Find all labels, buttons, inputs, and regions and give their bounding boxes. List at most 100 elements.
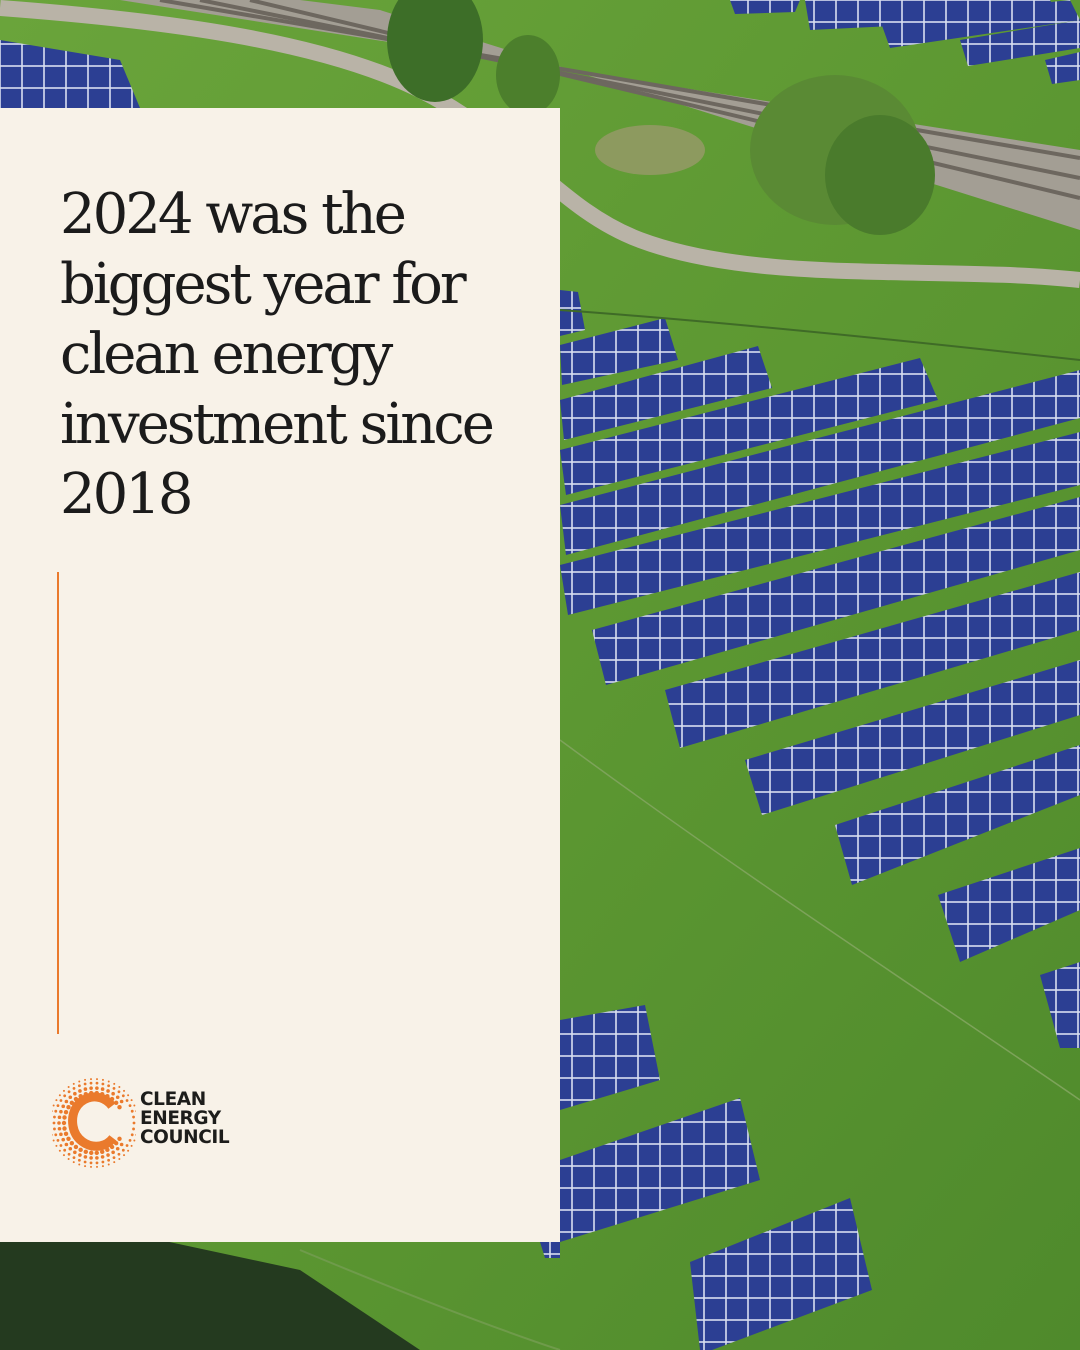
sunburst-dot [67,1086,70,1089]
sunburst-dot [113,1100,119,1105]
sunburst-dot [117,1136,122,1141]
sunburst-dot [72,1086,76,1090]
logo-line-clean: CLEAN [140,1089,206,1110]
sunburst-dot [132,1121,136,1125]
sunburst-dot [113,1161,116,1164]
sunburst-dot [73,1150,77,1155]
sunburst-dot [77,1158,81,1162]
sunburst-dot [58,1094,61,1097]
sunburst-dot [95,1081,99,1085]
sunburst-dot [62,1115,67,1120]
sunburst-dot [127,1149,130,1152]
sunburst-dot [107,1163,110,1166]
sunburst-dot [54,1109,58,1113]
sunburst-dot [83,1087,88,1091]
sunburst-dot [95,1156,99,1160]
sunburst-dot [58,1149,61,1152]
sunburst-dot [55,1099,58,1102]
sunburst-dot [78,1080,81,1083]
sunburst-dot [83,1082,87,1086]
sunburst-dot [96,1165,98,1168]
sunburst-dot [107,1084,111,1088]
sunburst-dot [84,1078,87,1081]
sunburst-dot [121,1094,125,1098]
sunburst-dot [61,1120,67,1126]
sunburst-dot [73,1091,77,1096]
sunburst-dot [121,1148,125,1152]
sunburst-dot [57,1126,62,1131]
sunburst-dot [106,1089,110,1093]
sunburst-dot [57,1121,61,1125]
sunburst-dot [132,1127,135,1131]
sunburst-dot [53,1127,56,1131]
sunburst-dot [101,1160,105,1164]
sunburst-dot [95,1161,99,1165]
sunburst-dot [130,1133,134,1137]
logo-line-energy: ENERGY [140,1108,221,1129]
sunburst-dot [89,1161,93,1165]
sunburst-dot [90,1078,92,1081]
sunburst-dot [67,1152,71,1156]
sunburst-dot [95,1086,99,1090]
sunburst-dot [63,1131,69,1137]
sunburst-dot [115,1095,120,1100]
sunburst-dot [83,1149,88,1155]
sunburst-dot [106,1153,110,1157]
sunburst-dot [117,1152,121,1156]
sunburst-dot [52,1104,55,1107]
sunburst-dot [59,1144,63,1147]
sunburst-dot [128,1138,132,1142]
sunburst-dot [63,1148,67,1152]
sunburst-dot [63,1109,69,1115]
sunburst-dot [130,1144,133,1147]
sunburst-dot [57,1115,62,1120]
sunburst-dot [130,1099,133,1102]
sunburst-dot [56,1138,60,1142]
sunburst-dot [100,1087,105,1091]
sunburst-dot [67,1157,70,1160]
sunburst-dot [119,1142,124,1147]
sunburst-dot [59,1132,63,1137]
sunburst-dot [101,1165,104,1168]
sunburst-dot [135,1133,136,1136]
sunburst-dot [89,1150,94,1156]
sunburst-dot [59,1109,63,1114]
clean-energy-council-logo: CLEAN ENERGY COUNCIL [52,1076,262,1170]
sunburst-dot [123,1089,126,1092]
sunburst-dot [112,1086,116,1090]
sunburst-dot [117,1090,121,1094]
sunburst-dot [118,1086,121,1089]
sunburst-dot [63,1094,67,1098]
sunburst-dot [130,1109,134,1113]
sunburst-dot [72,1082,75,1085]
sunburst-dot [69,1141,75,1146]
sunburst-dot [68,1095,73,1100]
sunburst-dot [64,1099,69,1104]
sunburst-dot [128,1104,132,1108]
sunburst-dot [89,1156,93,1160]
sunburst-dot [52,1133,53,1136]
sunburst-dot [132,1115,135,1119]
sunburst-dot [78,1147,83,1153]
sunburst-dot [62,1126,67,1131]
sunburst-dot [52,1121,56,1125]
sunburst-dot [61,1104,66,1109]
sunburst-dot [89,1081,93,1085]
sunburst-dot [66,1136,71,1141]
sunburst-dot [69,1100,75,1105]
sunburst-dot [55,1144,58,1147]
sunburst-dot [90,1165,92,1168]
sunburst-c-icon [52,1078,136,1168]
sunburst-dot [101,1082,105,1086]
info-card: 2024 was the biggest year for clean ener… [0,108,560,1242]
sunburst-dot [119,1099,124,1104]
headline: 2024 was the biggest year for clean ener… [60,182,495,527]
sunburst-dot [125,1144,129,1147]
sunburst-dot [111,1091,115,1096]
logo-line-council: COUNCIL [140,1127,230,1148]
sunburst-dot [56,1104,60,1108]
sunburst-dot [83,1155,88,1159]
sunburst-dot [77,1084,81,1088]
sunburst-dot [96,1078,98,1081]
sunburst-dot [54,1133,58,1137]
